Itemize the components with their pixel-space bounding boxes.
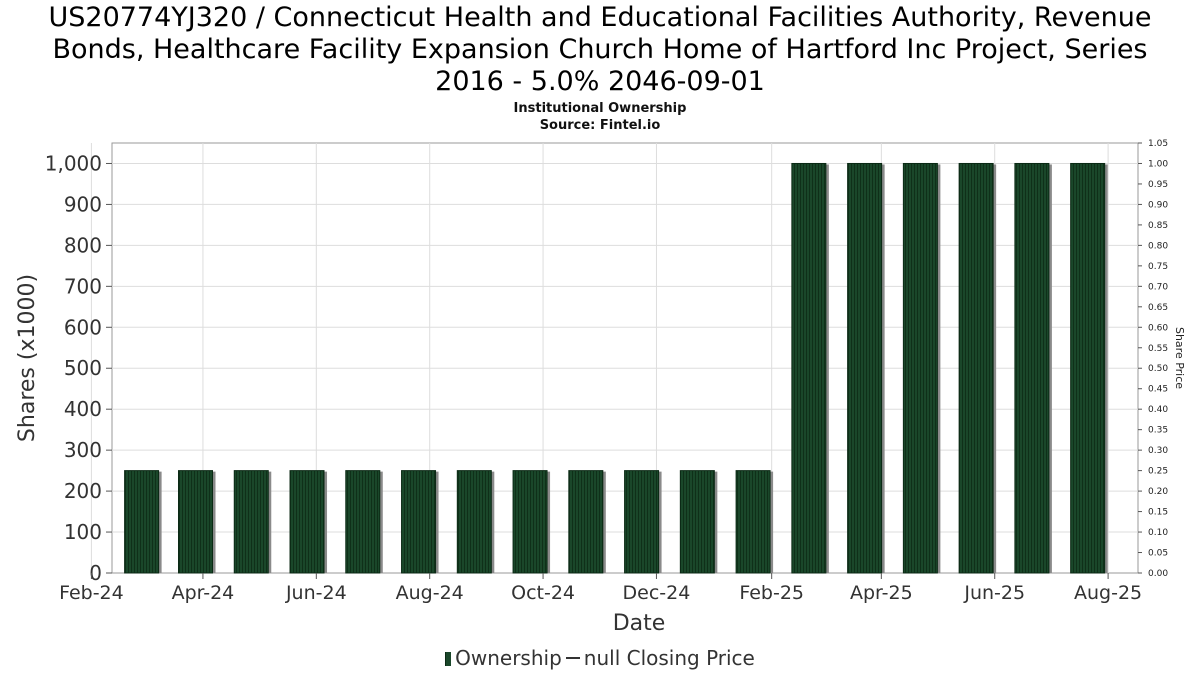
y2-tick-label: 1.00 [1148,159,1168,169]
y2-tick-label: 0.50 [1148,364,1168,374]
ownership-bar [624,470,660,574]
ownership-bar [233,470,269,574]
chart-subtitle-line-1: Institutional Ownership [513,101,687,116]
y2-tick-label: 0.05 [1148,549,1168,559]
legend-price-label: null Closing Price [583,646,755,670]
ownership-bar [1014,162,1050,574]
ownership-chart: 0 100 200 300 400 500 600 700 800 900 1,000 0.00 0.0… [15,139,1186,636]
ownership-bar [679,470,715,574]
x-tick-label: Dec-24 [623,582,691,604]
x-tick-label: Feb-24 [59,582,124,604]
ownership-bar [512,470,548,574]
y2-tick-label: 0.90 [1148,200,1168,210]
y-tick-label: 100 [64,520,102,544]
y2-tick-label: 0.65 [1148,303,1168,313]
x-tick-label: Oct-24 [511,582,575,604]
y-tick-label: 700 [64,274,102,298]
legend-ownership-swatch [445,652,452,666]
y-tick-label: 300 [64,438,102,462]
x-tick-label: Apr-24 [172,582,235,604]
y-tick-label: 800 [64,233,102,257]
y2-tick-label: 0.20 [1148,487,1168,497]
y-tick-label: 0 [89,561,102,585]
y2-tick-label: 0.00 [1148,569,1168,579]
ownership-bar [289,470,325,574]
ownership-bar [568,470,604,574]
legend-ownership-label: Ownership [455,646,562,670]
y2-tick-label: 0.70 [1148,282,1168,292]
ownership-bar [735,470,771,574]
y2-tick-label: 0.35 [1148,426,1168,436]
y2-tick-label: 0.80 [1148,241,1168,251]
y2-tick-label: 0.30 [1148,446,1168,456]
legend-price-line [565,657,580,659]
chart-title: US20774YJ320 / Connecticut Health and Ed… [0,2,1200,98]
y2-tick-label: 0.45 [1148,385,1168,395]
chart-subtitle-line-2: Source: Fintel.io [539,118,661,133]
y2-tick-label: 0.95 [1148,180,1168,190]
y2-tick-label: 1.05 [1148,139,1168,149]
y-tick-label: 200 [64,479,102,503]
y2-tick-label: 0.85 [1148,221,1168,231]
ownership-bar [902,162,938,574]
y2-axis-title: Share Price [1173,327,1186,389]
chart-title-line-2: Bonds, Healthcare Facility Expansion Chu… [52,34,1148,65]
ownership-bar [124,470,160,574]
ownership-bar [958,162,994,574]
y2-tick-label: 0.55 [1148,344,1168,354]
x-tick-label: Feb-25 [739,582,804,604]
y-tick-label: 400 [64,397,102,421]
x-axis-title: Date [613,611,666,636]
y2-tick-label: 0.15 [1148,508,1168,518]
y2-tick-label: 0.75 [1148,262,1168,272]
chart-legend: Ownership null Closing Price [0,646,1200,670]
y-tick-label: 600 [64,315,102,339]
chart-title-line-1: US20774YJ320 / Connecticut Health and Ed… [48,2,1152,33]
y2-tick-label: 0.60 [1148,323,1168,333]
ownership-bar [791,162,827,574]
ownership-bar [345,470,381,574]
ownership-bar [401,470,437,574]
y-tick-label: 900 [64,192,102,216]
y2-tick-label: 0.10 [1148,528,1168,538]
y2-tick-label: 0.25 [1148,467,1168,477]
chart-subtitle: Institutional Ownership Source: Fintel.i… [0,100,1200,134]
ownership-bar [178,470,214,574]
x-tick-label: Jun-24 [285,582,347,604]
x-tick-label: Aug-25 [1074,582,1142,604]
ownership-bar [1070,162,1106,574]
x-tick-label: Apr-25 [850,582,913,604]
y-tick-label: 1,000 [45,151,102,175]
ownership-bar [456,470,492,574]
y-axis-title: Shares (x1000) [15,274,40,442]
y2-tick-label: 0.40 [1148,405,1168,415]
chart-title-line-3: 2016 - 5.0% 2046-09-01 [435,66,765,97]
ownership-bar [847,162,883,574]
x-tick-label: Jun-25 [963,582,1025,604]
x-tick-label: Aug-24 [396,582,464,604]
y-tick-label: 500 [64,356,102,380]
